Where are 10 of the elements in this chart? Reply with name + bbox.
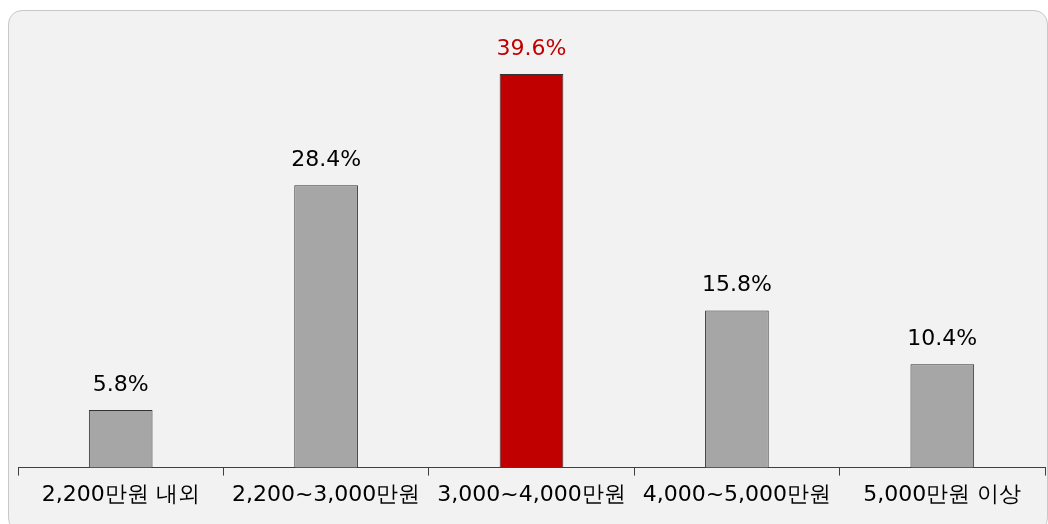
x-tick-label: 2,200~3,000만원 [231,480,421,506]
data-label: 15.8% [701,271,772,297]
data-label: 5.8% [92,370,149,396]
x-tick-label: 4,000~5,000만원 [642,480,832,506]
x-tick-label: 3,000~4,000만원 [437,480,626,506]
x-tick-label: 2,200만원 내외 [41,480,200,506]
data-label: 10.4% [907,324,978,350]
data-label: 39.6% [496,34,567,60]
x-tick-label: 5,000만원 이상 [863,480,1022,506]
data-label: 28.4% [291,146,362,172]
